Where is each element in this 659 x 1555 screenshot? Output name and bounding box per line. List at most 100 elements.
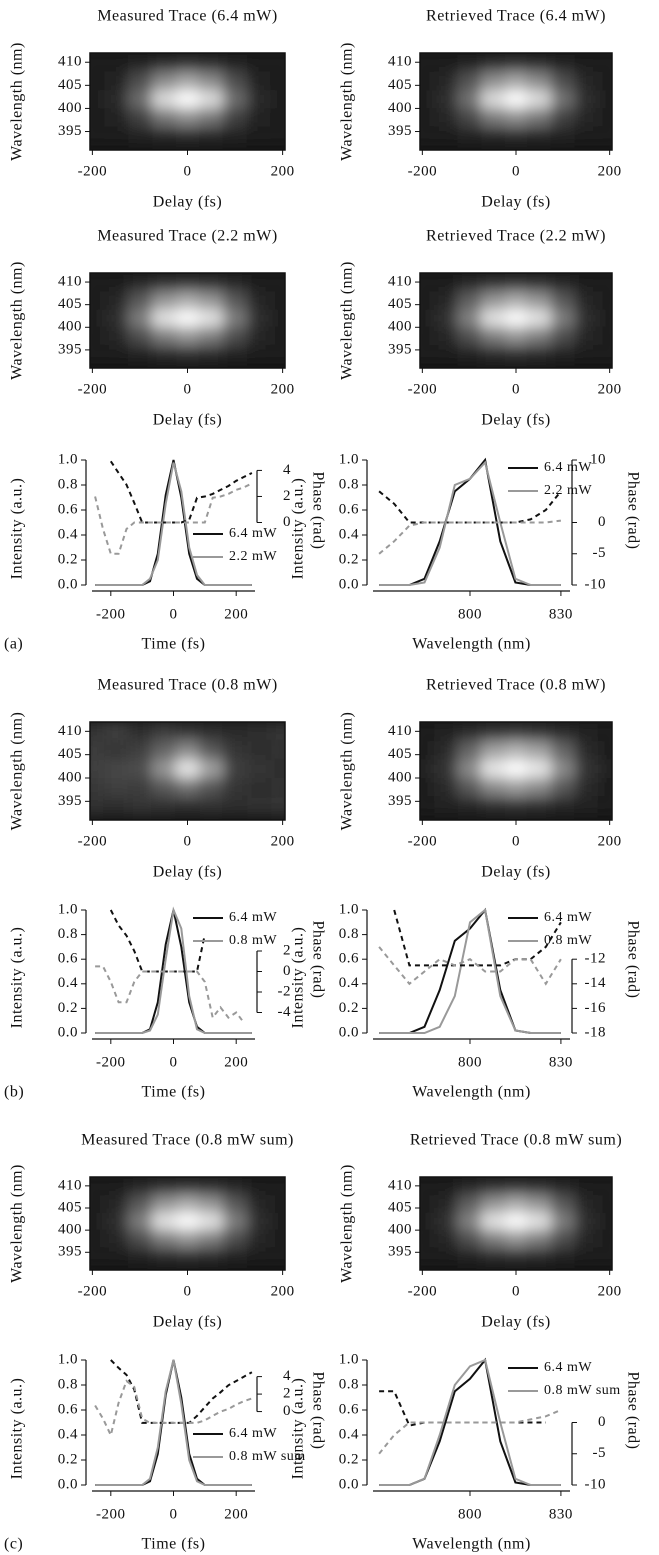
intensity-line <box>379 908 561 1034</box>
heatmap-cell <box>128 796 152 816</box>
y-tick-label: 410 <box>388 54 412 70</box>
heatmap-cell <box>90 1194 105 1213</box>
heatmap-cells <box>420 1177 612 1266</box>
heatmap-cell <box>574 327 598 346</box>
heatmap-blur <box>90 722 285 816</box>
y-tick-label: 395 <box>58 1244 82 1260</box>
heatmap-cell <box>223 1212 247 1231</box>
heatmap-cell <box>597 89 612 109</box>
x-tick-label: 0 <box>170 606 178 622</box>
y-tick-label: 0.0 <box>339 576 359 592</box>
heatmap-cell <box>90 108 105 127</box>
y-tick-label: 400 <box>388 769 412 785</box>
heatmap-cell <box>90 309 105 328</box>
heatmap-cell <box>597 759 612 778</box>
y-axis-label: Intensity (a.u.) <box>290 1378 307 1480</box>
heatmap-cell <box>527 108 552 127</box>
legend-label: 0.8 mW <box>544 933 592 948</box>
heatmap-cell <box>434 291 458 310</box>
y-tick-label: 410 <box>388 723 412 739</box>
heatmap-cell <box>270 796 285 816</box>
phase-line <box>110 1359 253 1424</box>
phase-line <box>379 1390 546 1427</box>
heatmap-cell <box>527 309 552 328</box>
heatmap-cell <box>151 126 176 146</box>
y2-tick-label: -12 <box>585 951 607 967</box>
heatmap-cell <box>151 345 176 364</box>
x-tick-label: 0 <box>512 1283 520 1299</box>
heatmap-cell <box>175 327 200 346</box>
x-tick-label: 830 <box>549 606 573 622</box>
heatmap-cell <box>151 722 176 741</box>
heatmap-cell <box>527 345 552 364</box>
heatmap-cell <box>434 309 458 328</box>
legend-label: 0.8 mW sum <box>544 1383 621 1398</box>
x-tick-label: 200 <box>271 381 295 397</box>
chart-title: Measured Trace (0.8 mW sum) <box>81 1132 294 1149</box>
y-tick-label: 1.0 <box>58 451 78 467</box>
heatmap-cell <box>420 759 435 778</box>
heatmap-cell <box>457 1177 481 1195</box>
x-tick-label: 0 <box>512 381 520 397</box>
y-tick-label: 0.6 <box>339 951 359 967</box>
heatmap-cell <box>128 108 152 127</box>
y-axis-label: Wavelength (nm) <box>339 42 356 161</box>
heatmap-cell <box>597 126 612 146</box>
heatmap-cell <box>90 1247 105 1266</box>
y2-tick-label: 2 <box>283 1386 291 1402</box>
y-tick-label: 395 <box>388 793 412 809</box>
heatmap-cell <box>597 1177 612 1195</box>
heatmap-cell <box>128 778 152 797</box>
heatmap-cell <box>457 796 481 816</box>
heatmap-cell <box>175 759 200 778</box>
phase-line <box>94 482 253 555</box>
y-tick-label: 0.4 <box>339 1426 359 1442</box>
y-tick-label: 405 <box>58 746 82 762</box>
heatmap-cell <box>420 778 435 797</box>
x-axis-label: Wavelength (nm) <box>412 636 531 653</box>
heatmap-cell <box>270 1247 285 1266</box>
heatmap-cell <box>420 722 435 741</box>
heatmap-cell <box>151 740 176 760</box>
heatmap-cells <box>90 722 285 816</box>
heatmap-cell <box>151 327 176 346</box>
legend-label: 6.4 mW <box>544 1360 592 1375</box>
heatmap-cell <box>480 327 505 346</box>
y-tick-label: 395 <box>388 1244 412 1260</box>
x-axis-label: Delay (fs) <box>481 194 550 211</box>
heatmap-cell <box>527 1230 552 1248</box>
y-tick-label: 405 <box>58 296 82 312</box>
heatmap-cell <box>480 722 505 741</box>
heatmap-cell <box>434 759 458 778</box>
y-tick-label: 0.6 <box>339 1401 359 1417</box>
heatmap-cell <box>420 1177 435 1195</box>
heatmap-cell <box>104 345 129 364</box>
x-tick-label: 800 <box>458 1506 482 1522</box>
heatmap-cell <box>199 89 224 109</box>
y-tick-label: 0.6 <box>58 501 78 517</box>
heatmap-cell <box>574 759 598 778</box>
heatmap-cells <box>420 273 612 364</box>
y2-tick-label: 0 <box>283 1403 291 1419</box>
x-axis-label: Time (fs) <box>142 1536 206 1553</box>
heatmap-cell <box>104 108 129 127</box>
heatmap-cell <box>128 71 152 90</box>
heatmap-cell <box>270 108 285 127</box>
heatmap-cell <box>270 722 285 741</box>
heatmap-cell <box>90 327 105 346</box>
heatmap-cell <box>90 273 105 292</box>
heatmap-cell <box>246 327 271 346</box>
y-tick-label: 0.8 <box>58 476 78 492</box>
heatmap-cell <box>457 1194 481 1213</box>
heatmap-cell <box>90 1212 105 1231</box>
y-tick-label: 395 <box>58 341 82 357</box>
heatmap-cell <box>175 1247 200 1266</box>
heatmap-cell <box>457 309 481 328</box>
heatmap-cell <box>90 1177 105 1195</box>
y-tick-label: 395 <box>58 123 82 139</box>
y-tick-label: 405 <box>58 1199 82 1215</box>
heatmap-cell <box>246 126 271 146</box>
heatmap-cell <box>175 778 200 797</box>
heatmap-cell <box>504 1230 528 1248</box>
phase-line <box>109 909 206 973</box>
